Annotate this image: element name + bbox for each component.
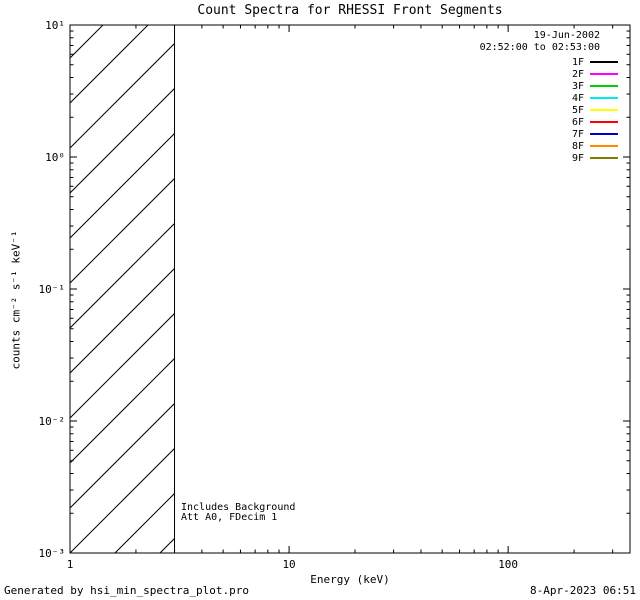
- legend-entry-7f: 7F: [572, 128, 618, 140]
- legend-label: 8F: [571, 140, 584, 152]
- legend-line-swatch: [590, 85, 618, 87]
- x-axis-label: Energy (keV): [310, 573, 390, 586]
- legend-entry-5f: 5F: [572, 104, 618, 116]
- legend-label: 1F: [571, 56, 584, 68]
- annotation-includes-background: Includes Background: [181, 502, 296, 513]
- legend-entry-6f: 6F: [572, 116, 618, 128]
- annotation-attenuator-state: Att A0, FDecim 1: [181, 512, 278, 523]
- legend-entry-4f: 4F: [572, 92, 618, 104]
- legend-label: 3F: [571, 80, 584, 92]
- legend-entry-9f: 9F: [572, 152, 618, 164]
- legend-label: 6F: [571, 116, 584, 128]
- legend-line-swatch: [590, 157, 618, 159]
- legend-label: 7F: [571, 128, 584, 140]
- legend-line-swatch: [590, 73, 618, 75]
- y-tick-label: 10¹: [45, 19, 65, 32]
- y-tick-label: 10⁰: [45, 151, 65, 164]
- y-tick-label: 10⁻³: [39, 547, 66, 560]
- footer-datetime: 8-Apr-2023 06:51: [530, 584, 636, 597]
- legend-line-swatch: [590, 121, 618, 123]
- legend-entry-2f: 2F: [572, 68, 618, 80]
- x-tick-label: 100: [498, 558, 518, 571]
- legend-label: 2F: [571, 68, 584, 80]
- hatched-low-energy-region: [70, 25, 175, 553]
- x-tick-label: 1: [67, 558, 74, 571]
- legend-entry-1f: 1F: [572, 56, 618, 68]
- legend-entry-3f: 3F: [572, 80, 618, 92]
- legend-entries: 1F 2F 3F 4F 5F 6F 7F 8F 9F: [572, 56, 618, 164]
- y-tick-label: 10⁻²: [39, 415, 66, 428]
- legend-date: 19-Jun-2002: [533, 30, 600, 41]
- x-tick-label: 10: [282, 558, 295, 571]
- legend-label: 5F: [571, 104, 584, 116]
- y-tick-label: 10⁻¹: [39, 283, 66, 296]
- axis-ticks: [69, 24, 630, 554]
- legend-entry-8f: 8F: [572, 140, 618, 152]
- legend-time-range: 02:52:00 to 02:53:00: [479, 42, 600, 53]
- chart-title: Count Spectra for RHESSI Front Segments: [197, 3, 503, 18]
- legend-line-swatch: [590, 109, 618, 111]
- legend-line-swatch: [590, 145, 618, 147]
- legend-label: 4F: [571, 92, 584, 104]
- footer-generated-by: Generated by hsi_min_spectra_plot.pro: [4, 584, 250, 597]
- legend-label: 9F: [571, 152, 584, 164]
- legend-line-swatch: [590, 61, 618, 63]
- y-axis-label: counts cm⁻² s⁻¹ keV⁻¹: [9, 230, 23, 370]
- legend-line-swatch: [590, 97, 618, 99]
- legend-line-swatch: [590, 133, 618, 135]
